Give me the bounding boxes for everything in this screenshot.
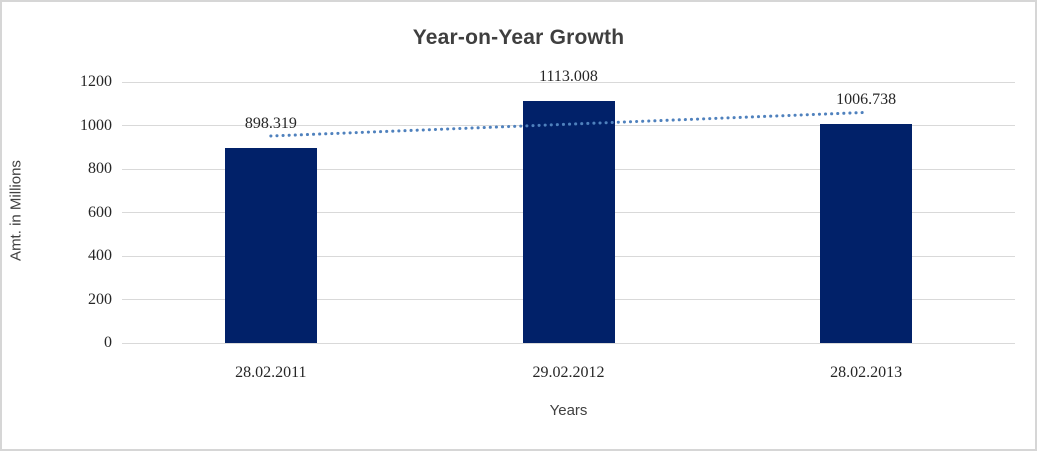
data-label-28.02.2011: 898.319 — [244, 114, 297, 132]
y-tick-label-200: 200 — [88, 290, 112, 308]
x-tick-label-29.02.2012: 29.02.2012 — [532, 364, 605, 381]
y-tick-label-0: 0 — [104, 334, 112, 351]
bar-28.02.2013 — [820, 124, 913, 343]
gridline-y-1200 — [122, 81, 1015, 83]
gridline-y-0 — [122, 342, 1015, 344]
x-tick-label-28.02.2013: 28.02.2013 — [830, 364, 903, 381]
data-label-29.02.2012: 1113.008 — [539, 67, 598, 85]
y-tick-label-800: 800 — [88, 160, 112, 177]
y-tick-label-400: 400 — [88, 247, 112, 264]
x-tick-label-28.02.2011: 28.02.2011 — [235, 364, 307, 381]
y-tick-label-1000: 1000 — [80, 116, 112, 134]
y-tick-label-1200: 1200 — [80, 73, 112, 90]
x-axis-title: Years — [549, 402, 588, 419]
data-label-28.02.2013: 1006.738 — [836, 91, 897, 109]
y-tick-label-600: 600 — [88, 203, 112, 221]
chart-title: Year-on-Year Growth — [412, 26, 625, 49]
bar-29.02.2012 — [522, 100, 615, 343]
bar-28.02.2011 — [224, 147, 317, 343]
